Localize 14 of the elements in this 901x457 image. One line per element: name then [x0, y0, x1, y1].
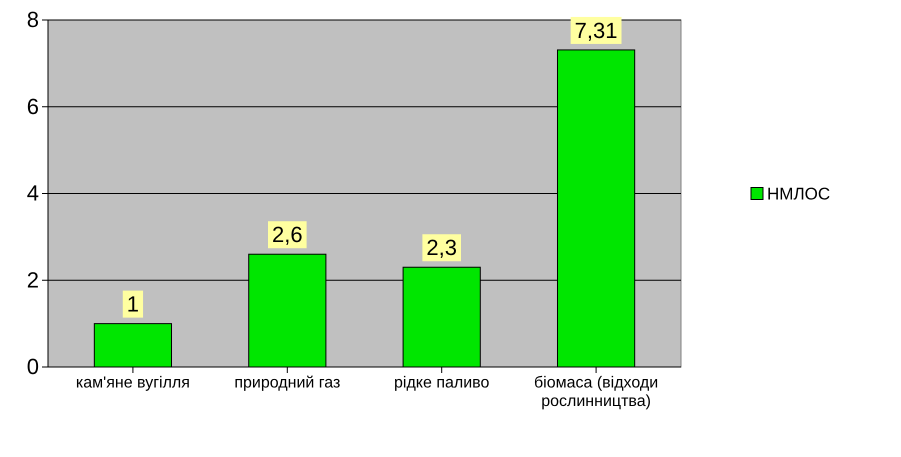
data-label: 2,3: [426, 235, 457, 260]
x-tick-label: біомаса (відходи рослинництва): [534, 374, 658, 410]
y-tick-label: 2: [26, 267, 39, 292]
y-tick-label: 0: [26, 354, 39, 380]
y-tick-label: 8: [26, 7, 39, 32]
data-label: 2,6: [272, 222, 303, 248]
data-label: 7,31: [574, 18, 618, 43]
y-tick-label: 4: [26, 180, 39, 206]
data-label: 1: [126, 292, 140, 317]
y-tick-label: 6: [26, 94, 39, 119]
x-tick-label: рідке паливо: [394, 374, 490, 392]
x-tick-label: кам'яне вугілля: [76, 374, 190, 392]
legend-label: НМЛОС: [767, 184, 830, 204]
x-tick-label: природний газ: [234, 374, 340, 392]
